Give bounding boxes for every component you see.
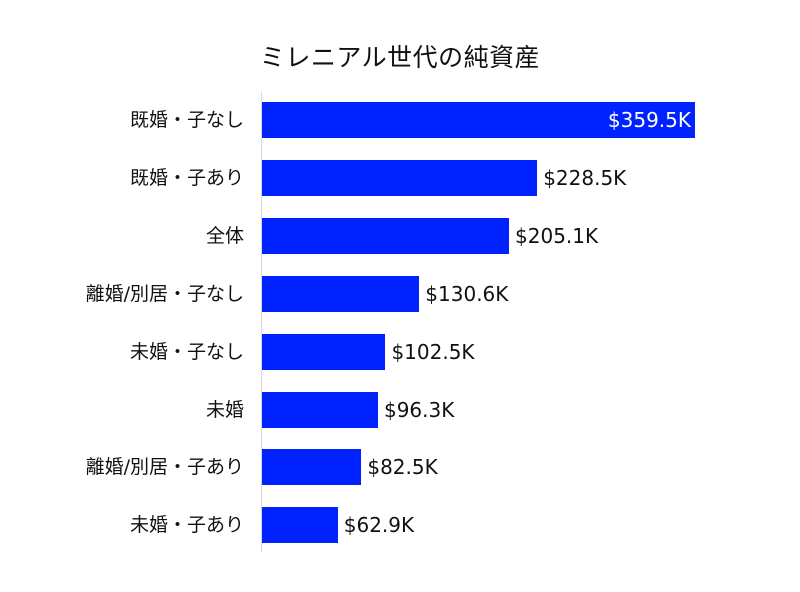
bar: [262, 391, 378, 428]
bar-row: 未婚・子なし $102.5K: [0, 333, 800, 370]
category-label: 離婚/別居・子なし: [85, 282, 244, 305]
category-label: 未婚・子なし: [129, 340, 244, 363]
value-label: $62.9K: [343, 513, 415, 538]
bar-row: 全体 $205.1K: [0, 217, 800, 254]
category-label: 全体: [205, 224, 244, 247]
value-label: $228.5K: [543, 165, 627, 190]
bar-row: 既婚・子あり $228.5K: [0, 159, 800, 196]
value-label: $102.5K: [391, 339, 475, 364]
bar-row: 既婚・子なし $359.5K: [0, 102, 800, 138]
bar-row: 離婚/別居・子あり $82.5K: [0, 449, 800, 486]
value-label: $82.5K: [367, 455, 438, 480]
bar-row: 未婚 $96.3K: [0, 391, 800, 428]
bar: [262, 217, 510, 254]
category-label: 既婚・子あり: [129, 166, 244, 189]
value-label: $205.1K: [515, 223, 599, 248]
bar-row: 未婚・子あり $62.9K: [0, 507, 800, 544]
category-label: 離婚/別居・子あり: [85, 456, 244, 479]
category-label: 未婚: [205, 398, 244, 421]
category-label: 未婚・子あり: [129, 514, 244, 537]
bar: [262, 333, 386, 370]
bar: [262, 102, 695, 138]
bar: [262, 159, 538, 196]
bar-row: 離婚/別居・子なし $130.6K: [0, 275, 800, 312]
category-label: 既婚・子なし: [129, 109, 244, 131]
bar: [262, 507, 338, 544]
y-axis-line: [261, 92, 262, 552]
bar: [262, 275, 420, 312]
chart-title: ミレニアル世代の純資産: [259, 43, 541, 72]
value-label: $359.5K: [607, 108, 691, 132]
bar: [262, 449, 362, 486]
value-label: $130.6K: [425, 281, 509, 306]
value-label: $96.3K: [383, 397, 455, 422]
